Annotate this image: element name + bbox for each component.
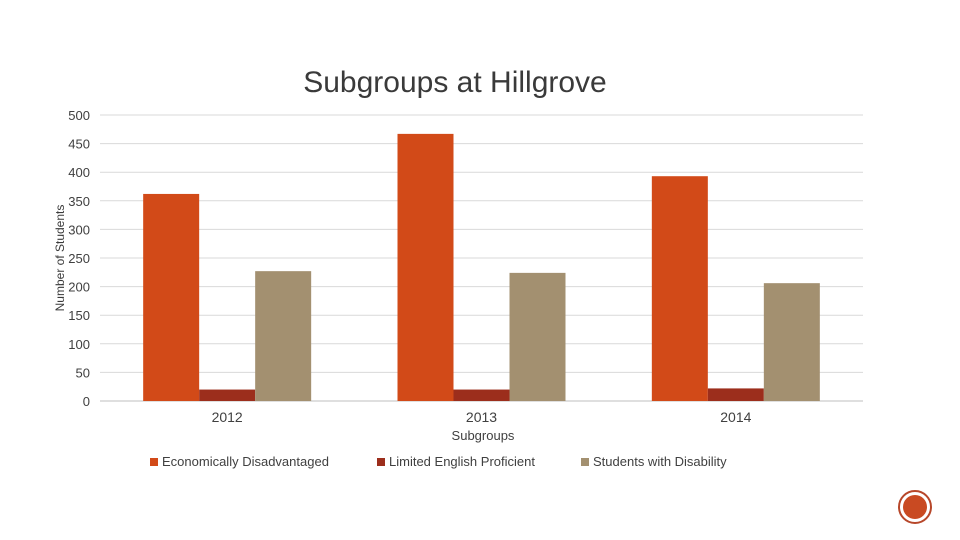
bar-economically-disadvantaged-2012 — [143, 193, 200, 401]
bar-limited-english-proficient-2012 — [199, 389, 256, 401]
chart-title: Subgroups at Hillgrove — [303, 66, 607, 99]
y-tick-label: 150 — [68, 308, 90, 323]
bar-students-with-disability-2012 — [255, 271, 312, 401]
y-tick-label: 450 — [68, 137, 90, 152]
legend-label: Students with Disability — [593, 454, 727, 469]
legend-swatch — [581, 457, 589, 466]
legend-item: Economically Disadvantaged — [150, 454, 329, 469]
legend-item: Students with Disability — [581, 454, 727, 469]
legend-item: Limited English Proficient — [377, 454, 535, 469]
y-tick-label: 50 — [76, 365, 90, 380]
y-tick-label: 500 — [68, 108, 90, 123]
bar-economically-disadvantaged-2014 — [651, 176, 708, 401]
legend-label: Economically Disadvantaged — [162, 454, 329, 469]
badge-circle — [903, 495, 927, 519]
bar-economically-disadvantaged-2013 — [397, 133, 454, 401]
x-tick-label: 2012 — [212, 409, 243, 425]
x-axis-label: Subgroups — [451, 428, 515, 443]
legend-label: Limited English Proficient — [389, 454, 535, 469]
legend-swatch — [377, 457, 385, 466]
y-tick-label: 400 — [68, 165, 90, 180]
y-tick-labels: 0 50 100 150 200 250 300 350 400 450 500 — [68, 108, 90, 409]
y-tick-label: 100 — [68, 337, 90, 352]
y-tick-label: 250 — [68, 251, 90, 266]
bars — [143, 133, 820, 401]
bar-limited-english-proficient-2013 — [453, 389, 510, 401]
legend-swatch — [150, 457, 158, 466]
x-tick-labels: 2012 2013 2014 — [212, 409, 752, 425]
bar-students-with-disability-2014 — [763, 283, 820, 401]
y-tick-label: 300 — [68, 222, 90, 237]
y-tick-label: 200 — [68, 280, 90, 295]
y-tick-label: 350 — [68, 194, 90, 209]
bar-students-with-disability-2013 — [509, 272, 566, 401]
y-tick-label: 0 — [83, 394, 90, 409]
x-tick-label: 2013 — [466, 409, 497, 425]
x-tick-label: 2014 — [720, 409, 751, 425]
bar-limited-english-proficient-2014 — [707, 388, 764, 401]
slide-number-badge — [898, 490, 932, 524]
gridlines — [100, 114, 863, 402]
